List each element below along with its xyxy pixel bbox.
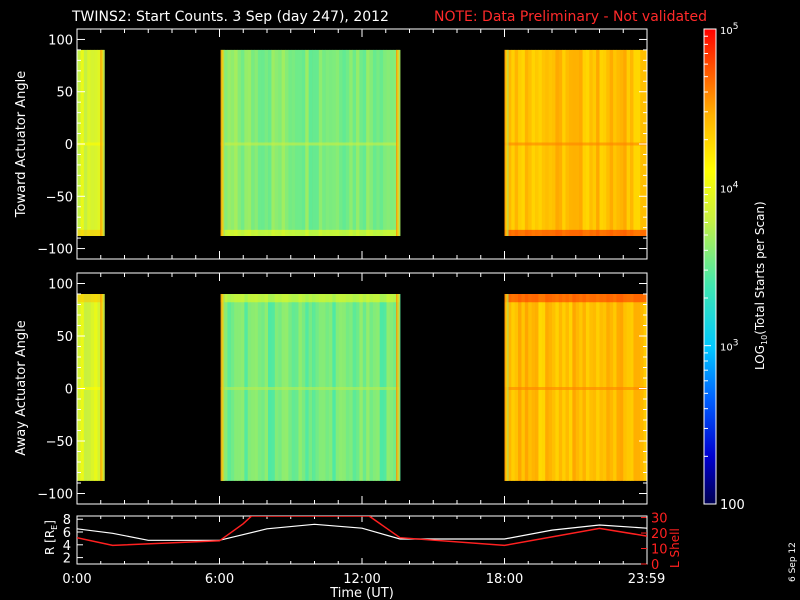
toward-heatmap xyxy=(77,49,648,236)
chart-title: TWINS2: Start Counts. 3 Sep (day 247), 2… xyxy=(71,9,389,25)
away-ytick-label: 0 xyxy=(65,383,73,398)
colorbar-tick-label: 104 xyxy=(720,180,739,195)
toward-y-ticks: 100 50 0 −50 −100 xyxy=(37,33,647,258)
preliminary-note: NOTE: Data Preliminary - Not validated xyxy=(434,9,707,25)
orbit-lshell-line xyxy=(77,516,647,547)
toward-edge-streak xyxy=(220,49,225,236)
away-ytick-label: 50 xyxy=(56,330,73,345)
toward-edge-streak xyxy=(396,49,400,236)
away-edge-streak xyxy=(396,294,400,481)
colorbar-tick-label: 103 xyxy=(720,339,738,354)
colorbar-label: LOG10(Total Starts per Scan) xyxy=(753,201,769,370)
away-edge-streak xyxy=(504,294,509,481)
toward-edge-streak xyxy=(504,49,509,236)
orbit-left-ylabel: R [RE] xyxy=(43,520,59,555)
toward-ridge xyxy=(77,142,105,146)
away-edge-band xyxy=(77,294,105,303)
toward-edge-streak xyxy=(100,49,105,236)
orbit-right-ylabel: L Shell xyxy=(668,528,682,568)
x-tick-label: 18:00 xyxy=(486,572,523,587)
away-edge-streak xyxy=(220,294,225,481)
toward-ytick-label: −50 xyxy=(46,190,73,205)
colorbar-gradient xyxy=(704,29,716,504)
away-x-ticks xyxy=(76,273,648,504)
away-heatmap xyxy=(77,294,648,481)
toward-ylabel: Toward Actuator Angle xyxy=(14,71,29,218)
x-tick-label: 23:59 xyxy=(628,572,665,587)
toward-ytick-label: 100 xyxy=(48,33,73,48)
colorbar-tick-label: 105 xyxy=(720,22,738,37)
orbit-right-tick-label: 20 xyxy=(651,527,668,542)
away-edge-band xyxy=(504,294,647,303)
toward-ytick-label: 50 xyxy=(56,86,73,101)
away-y-ticks: 100 50 0 −50 −100 xyxy=(37,278,647,503)
colorbar-ticks: 100 103 104 105 xyxy=(704,22,745,513)
away-ytick-label: −100 xyxy=(37,488,73,503)
away-edge-streak xyxy=(100,294,105,481)
away-ridge xyxy=(504,387,647,390)
toward-x-ticks xyxy=(76,29,648,259)
orbit-left-tick-label: 8 xyxy=(63,513,71,528)
away-ytick-label: −50 xyxy=(46,435,73,450)
toward-ytick-label: −100 xyxy=(37,243,73,258)
toward-ridge xyxy=(504,142,647,146)
orbit-series-group xyxy=(77,516,647,547)
toward-edge-band xyxy=(220,229,400,236)
x-tick-label: 6:00 xyxy=(205,572,234,587)
away-ytick-label: 100 xyxy=(48,278,73,293)
toward-panel: 100 50 0 −50 −100 Toward Actuator Angle xyxy=(14,28,648,260)
away-ridge xyxy=(220,387,400,390)
orbit-lines xyxy=(77,516,647,547)
orbit-right-tick-label: 0 xyxy=(651,558,659,573)
side-date: 6 Sep 12 xyxy=(788,542,798,582)
toward-ytick-label: 0 xyxy=(65,138,73,153)
away-panel: 100 50 0 −50 −100 Away Actuator Angle xyxy=(14,272,648,505)
colorbar: 100 103 104 105 LOG10(Total Starts per Scan… xyxy=(703,22,769,513)
toward-edge-band xyxy=(77,229,105,236)
orbit-left-tick-label: 4 xyxy=(63,539,71,554)
away-edge-band xyxy=(220,294,400,303)
colorbar-tick-label: 100 xyxy=(720,498,745,513)
x-axis-label: Time (UT) xyxy=(329,586,394,600)
away-ridge xyxy=(77,387,105,390)
orbit-left-tick-label: 2 xyxy=(63,552,71,567)
toward-ridge xyxy=(220,142,400,146)
orbit-radius-line xyxy=(77,523,647,541)
x-tick-label: 0:00 xyxy=(62,572,91,587)
orbit-left-tick-label: 6 xyxy=(63,526,71,541)
orbit-right-tick-label: 10 xyxy=(651,543,668,558)
toward-edge-band xyxy=(504,229,647,236)
orbit-right-tick-label: 30 xyxy=(651,512,668,527)
x-tick-label: 12:00 xyxy=(343,572,380,587)
x-tick-labels: 0:00 6:00 12:00 18:00 23:59 xyxy=(62,572,665,587)
away-ylabel: Away Actuator Angle xyxy=(14,320,29,455)
